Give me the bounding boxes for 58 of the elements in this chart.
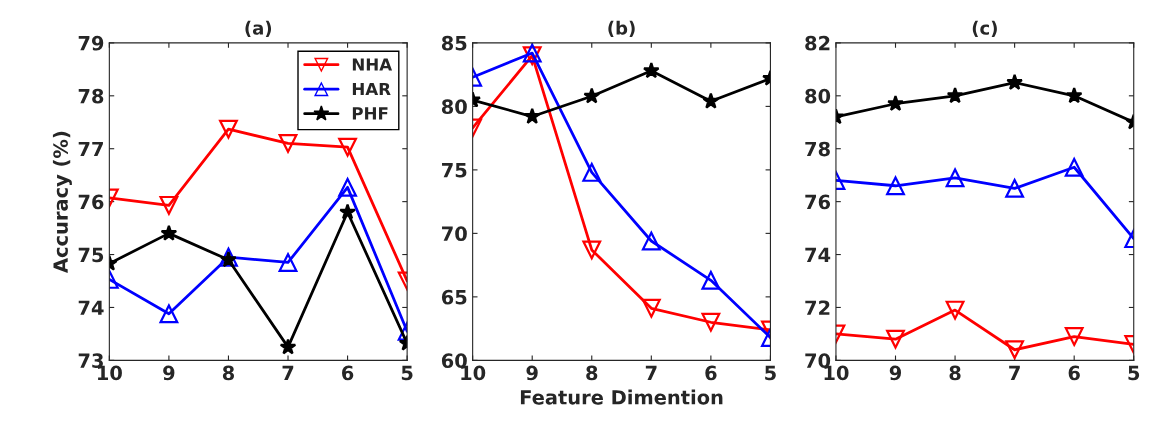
y-tick-label: 79 [78, 35, 104, 51]
y-tick-label: 77 [78, 141, 103, 157]
legend-label: HAR [352, 82, 391, 96]
point [582, 162, 602, 182]
point [945, 300, 965, 320]
point [278, 253, 298, 272]
y-tick-label: 70 [442, 226, 467, 242]
y-tick-label: 72 [805, 300, 830, 315]
point [1006, 73, 1023, 90]
chart-title: (b) [608, 20, 635, 37]
x-tick-label: 6 [1068, 365, 1080, 381]
x-tick-label: 6 [342, 365, 354, 381]
x-tick-label: 9 [889, 365, 902, 381]
y-axis-title: Accuracy (%) [52, 131, 72, 273]
y-tick-label: 76 [805, 194, 831, 210]
chart-title: (a) [245, 20, 272, 37]
point [945, 168, 965, 188]
y-tick-label: 75 [78, 247, 104, 263]
x-tick-label: 8 [222, 365, 235, 381]
y-tick-label: 75 [442, 163, 467, 178]
y-tick-label: 65 [441, 289, 467, 305]
point [219, 247, 238, 267]
x-tick-label: 5 [765, 365, 776, 381]
point [642, 62, 660, 79]
x-tick-label: 9 [163, 365, 175, 381]
y-tick-label: 82 [805, 35, 830, 51]
x-tick-label: 7 [282, 365, 294, 380]
point [946, 87, 964, 104]
x-tick-label: 6 [705, 365, 717, 381]
point [1005, 340, 1025, 360]
y-tick-label: 78 [78, 88, 104, 104]
legend-label: NHA [352, 58, 393, 71]
point [582, 240, 602, 260]
y-tick-label: 76 [78, 194, 104, 210]
x-tick-label: 9 [526, 365, 538, 381]
point [583, 87, 601, 104]
point [1005, 178, 1025, 198]
y-tick-label: 74 [78, 300, 104, 315]
point [641, 298, 661, 318]
point [220, 251, 237, 268]
point [279, 338, 297, 355]
x-tick-label: 7 [645, 365, 657, 380]
x-tick-label: 5 [401, 365, 413, 381]
point [278, 133, 298, 153]
point [641, 231, 661, 251]
y-tick-label: 78 [805, 141, 830, 157]
x-tick-label: 5 [1128, 365, 1140, 381]
y-tick-label: 80 [805, 88, 831, 104]
legend-label: PHF [352, 107, 388, 120]
y-tick-label: 85 [441, 35, 467, 51]
x-axis-title: Feature Dimention [520, 389, 723, 405]
x-tick-label: 7 [1009, 365, 1020, 380]
x-tick-label: 8 [949, 365, 961, 381]
y-tick-label: 74 [805, 247, 831, 262]
chart-title: (c) [972, 20, 997, 37]
x-tick-label: 8 [586, 365, 598, 381]
point [219, 119, 238, 139]
y-tick-label: 80 [441, 99, 467, 115]
